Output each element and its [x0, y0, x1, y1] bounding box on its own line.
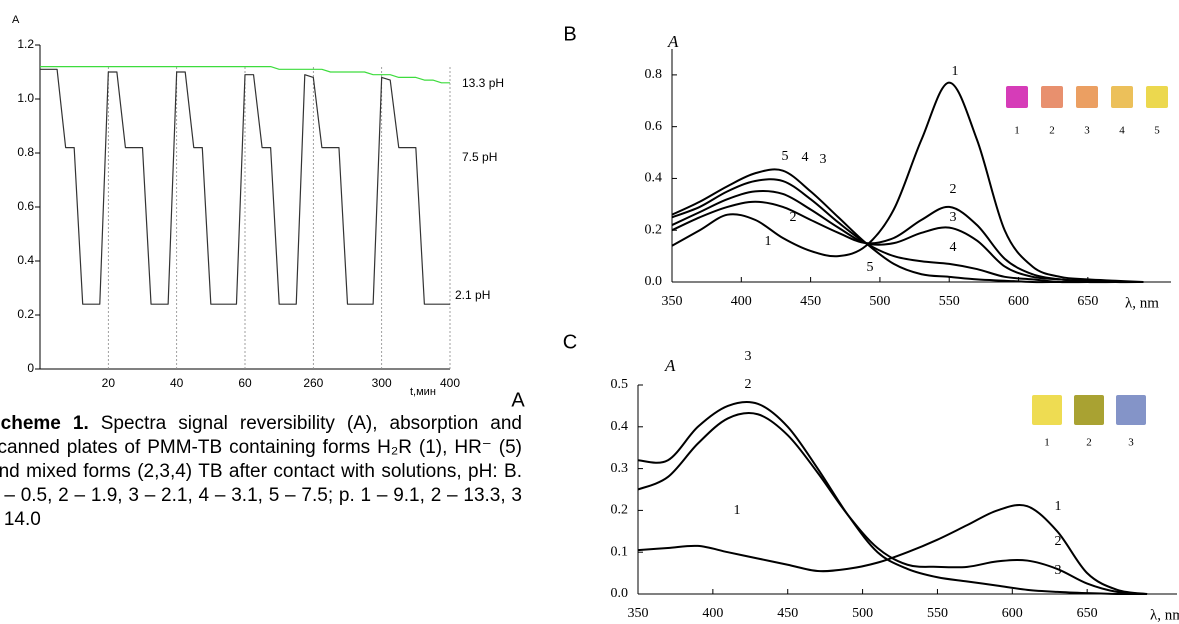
panel-label: C — [563, 331, 577, 353]
series-line — [671, 81, 1144, 283]
x-tick-label: 650 — [1077, 294, 1098, 309]
annotation: 2.1 pH — [455, 288, 490, 302]
series-line — [637, 412, 1148, 595]
y-tick-label: 0.5 — [611, 377, 629, 392]
plate-label: 1 — [1014, 125, 1020, 137]
plate-swatch — [1041, 86, 1063, 108]
x-tick-label: 650 — [1077, 606, 1098, 621]
x-tick-label: 400 — [702, 606, 723, 621]
x-axis-label: λ, nm — [1150, 607, 1179, 623]
y-tick-label: 0.1 — [611, 544, 629, 559]
series-line — [671, 190, 1144, 284]
plate-swatch — [1146, 86, 1168, 108]
x-tick-label: 600 — [1008, 294, 1029, 309]
plate-label: 3 — [1128, 437, 1134, 449]
curve-label: 4 — [950, 240, 957, 255]
plate-swatch — [1032, 395, 1062, 425]
x-tick-label: 400 — [731, 294, 752, 309]
curve-label: 3 — [950, 210, 957, 225]
y-tick-label: 0.4 — [17, 253, 34, 267]
caption: Scheme 1. Spectra signal reversibility (… — [0, 412, 522, 532]
curve-label: 2 — [745, 377, 752, 392]
curve-label: 1 — [765, 234, 772, 249]
y-tick-label: 0.6 — [645, 119, 663, 134]
plate-label: 4 — [1119, 125, 1125, 137]
y-tick-label: 0.0 — [611, 586, 629, 601]
annotation: 7.5 pH — [462, 150, 497, 164]
curve-label: 3 — [820, 152, 827, 167]
x-tick-label: 550 — [939, 294, 960, 309]
curve-label: 5 — [867, 260, 874, 275]
y-tick-label: 0.8 — [17, 145, 34, 159]
curve-label: 5 — [782, 149, 789, 164]
x-tick-label: 20 — [102, 376, 116, 390]
y-axis-label: A — [667, 32, 679, 51]
plate-label: 2 — [1086, 437, 1092, 449]
y-tick-label: 0.2 — [645, 222, 663, 237]
plate-label: 2 — [1049, 125, 1055, 137]
curve-label: 1 — [1055, 499, 1062, 514]
x-tick-label: 600 — [1002, 606, 1023, 621]
x-axis-label: λ, nm — [1125, 295, 1159, 311]
plate-label: 3 — [1084, 125, 1090, 137]
y-tick-label: 0.6 — [17, 199, 34, 213]
plate-swatch — [1116, 395, 1146, 425]
curve-label: 3 — [1055, 563, 1062, 578]
y-tick-label: 0.8 — [645, 67, 663, 82]
curve-label: 1 — [734, 503, 741, 518]
curve-label: 2 — [790, 210, 797, 225]
curve-label: 2 — [1055, 534, 1062, 549]
x-tick-label: 260 — [303, 376, 323, 390]
plate-label: 5 — [1154, 125, 1160, 137]
plate-label: 1 — [1044, 437, 1050, 449]
series-line — [637, 503, 1148, 595]
y-axis-label: A — [664, 356, 676, 375]
y-tick-label: 0.2 — [611, 503, 629, 518]
x-tick-label: 300 — [372, 376, 392, 390]
curve-label: 3 — [745, 349, 752, 364]
series-line — [637, 400, 1148, 596]
x-tick-label: 40 — [170, 376, 184, 390]
y-tick-label: 0.4 — [645, 171, 663, 186]
curve-label: 4 — [802, 150, 809, 165]
y-tick-label: 0.2 — [17, 307, 34, 321]
series-line — [40, 66, 450, 84]
plate-swatch — [1074, 395, 1104, 425]
plate-swatch — [1006, 86, 1028, 108]
x-tick-label: 500 — [869, 294, 890, 309]
series-line — [671, 168, 1144, 284]
y-tick-label: 0.3 — [611, 461, 629, 476]
x-tick-label: 550 — [927, 606, 948, 621]
y-tick-label: 0.0 — [645, 274, 663, 289]
x-tick-label: 500 — [852, 606, 873, 621]
x-tick-label: 60 — [238, 376, 252, 390]
curve-label: 2 — [950, 182, 957, 197]
caption-label: Scheme 1. — [0, 413, 89, 434]
plate-swatch — [1076, 86, 1098, 108]
y-tick-label: 1.2 — [17, 37, 34, 51]
panel-label: B — [563, 23, 576, 45]
x-tick-label: 350 — [662, 294, 683, 309]
x-axis-label: t,мин — [410, 386, 436, 398]
y-tick-label: 0.4 — [611, 419, 629, 434]
x-tick-label: 350 — [628, 606, 649, 621]
y-axis-label: A — [12, 14, 20, 26]
series-line — [40, 68, 450, 305]
x-tick-label: 450 — [777, 606, 798, 621]
curve-label: 1 — [952, 64, 959, 79]
panel-label: A — [511, 389, 525, 411]
x-tick-label: 450 — [800, 294, 821, 309]
annotation: 13.3 pH — [462, 76, 504, 90]
caption-text: Spectra signal reversibility (A), absorp… — [0, 413, 522, 530]
x-tick-label: 400 — [440, 376, 460, 390]
y-tick-label: 0 — [27, 361, 34, 375]
plate-swatch — [1111, 86, 1133, 108]
y-tick-label: 1.0 — [17, 91, 34, 105]
